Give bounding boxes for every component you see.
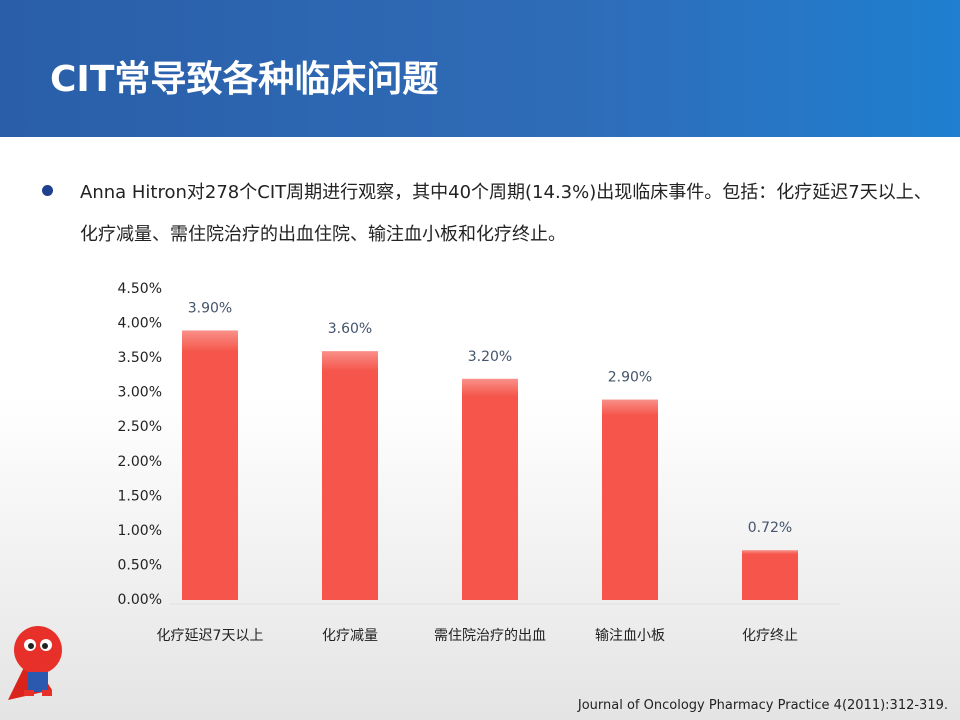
value-label: 3.60% — [328, 321, 372, 337]
y-tick-label: 1.00% — [118, 523, 162, 539]
y-tick-label: 2.00% — [118, 454, 162, 470]
bar-shine — [462, 378, 518, 600]
y-tick-label: 0.50% — [118, 557, 162, 573]
citation: Journal of Oncology Pharmacy Practice 4(… — [577, 698, 948, 713]
y-tick-label: 1.50% — [118, 488, 162, 504]
bullet-text: Anna Hitron对278个CIT周期进行观察，其中40个周期(14.3%)… — [80, 182, 932, 245]
bar-shine — [322, 351, 378, 600]
value-label: 3.90% — [188, 300, 232, 316]
value-label: 0.72% — [748, 520, 792, 536]
x-tick-label: 输注血小板 — [595, 628, 665, 644]
value-label: 3.20% — [468, 349, 512, 365]
y-tick-label: 4.00% — [118, 316, 162, 332]
x-tick-label: 化疗减量 — [322, 628, 378, 644]
y-tick-label: 4.50% — [118, 281, 162, 297]
x-tick-label: 需住院治疗的出血 — [434, 628, 546, 644]
bar-shine — [742, 550, 798, 600]
y-tick-label: 2.50% — [118, 419, 162, 435]
x-tick-label: 化疗延迟7天以上 — [157, 628, 264, 644]
bullet-dot — [42, 185, 53, 196]
y-tick-label: 3.50% — [118, 350, 162, 366]
mascot — [8, 626, 62, 700]
title: CIT常导致各种临床问题 — [50, 59, 439, 100]
value-label: 2.90% — [608, 370, 652, 386]
y-tick-label: 3.00% — [118, 385, 162, 401]
x-tick-label: 化疗终止 — [742, 628, 798, 644]
bar-shine — [602, 399, 658, 600]
y-tick-label: 0.00% — [118, 592, 162, 608]
bar-shine — [182, 330, 238, 600]
header: CIT常导致各种临床问题 — [0, 0, 960, 137]
